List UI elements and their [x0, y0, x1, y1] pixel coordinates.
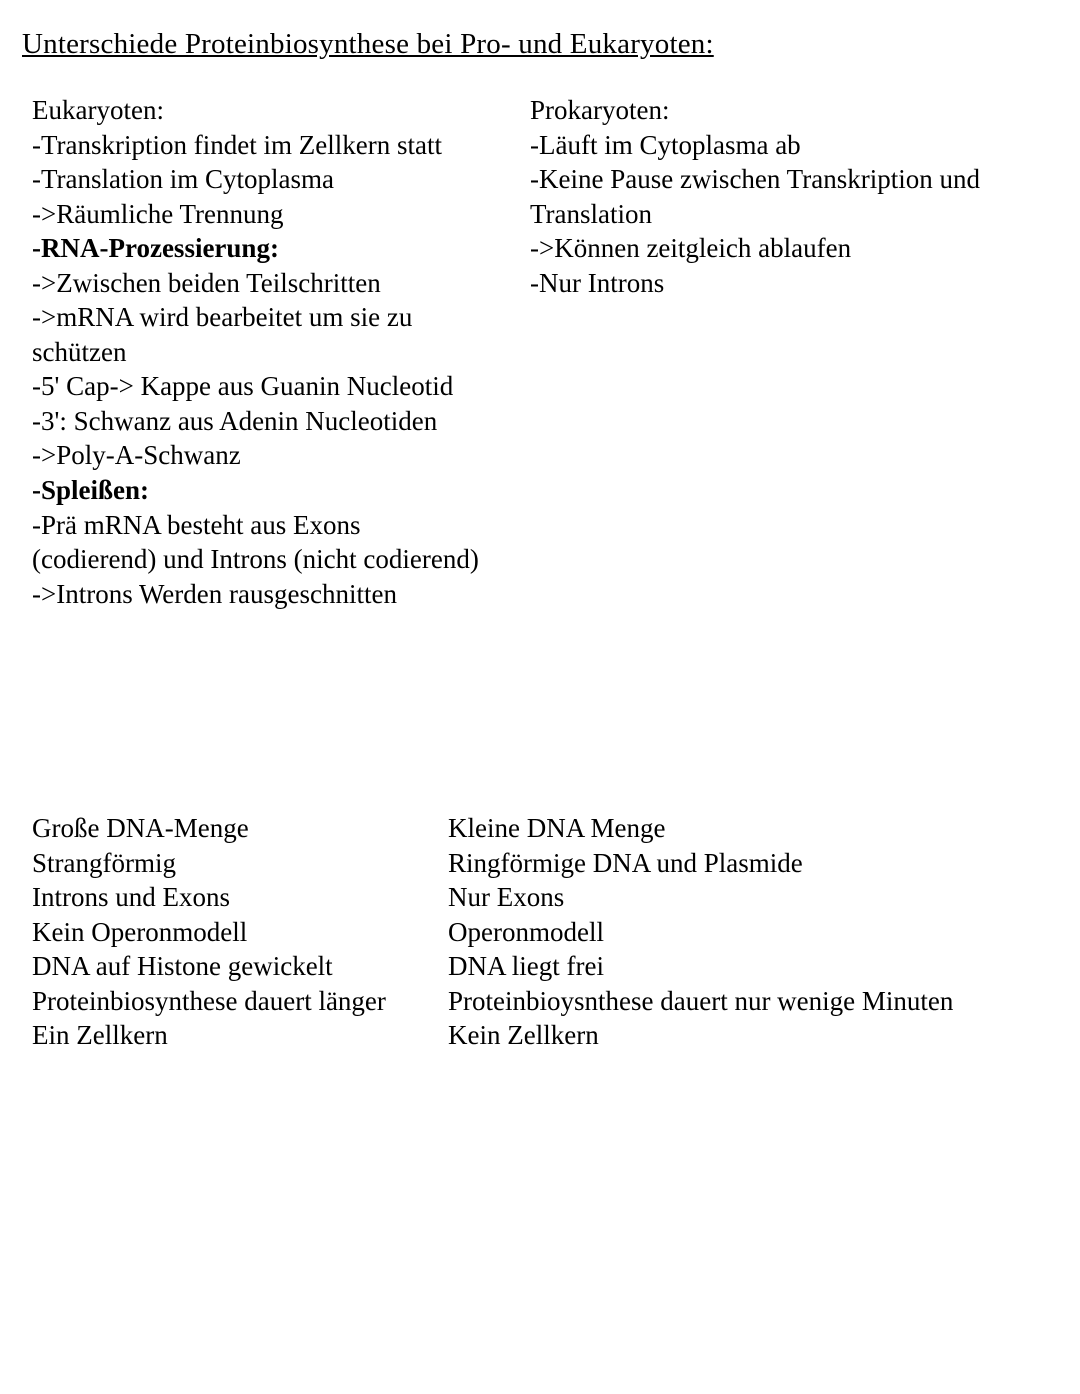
- prokaryoten-property-line: Kleine DNA Menge: [448, 811, 1048, 846]
- upper-section: Eukaryoten:-Transkription findet im Zell…: [22, 93, 1058, 611]
- eukaryoten-column: Eukaryoten:-Transkription findet im Zell…: [32, 93, 482, 611]
- eukaryoten-property-line: Introns und Exons: [32, 880, 412, 915]
- eukaryoten-line: -Prä mRNA besteht aus Exons (codierend) …: [32, 508, 482, 577]
- eukaryoten-line: ->Räumliche Trennung: [32, 197, 482, 232]
- page-title: Unterschiede Proteinbiosynthese bei Pro-…: [22, 28, 1058, 61]
- eukaryoten-line: -Spleißen:: [32, 473, 482, 508]
- eukaryoten-line: ->Poly-A-Schwanz: [32, 438, 482, 473]
- eukaryoten-line: -RNA-Prozessierung:: [32, 231, 482, 266]
- eukaryoten-property-line: Strangförmig: [32, 846, 412, 881]
- eukaryoten-line: Eukaryoten:: [32, 93, 482, 128]
- prokaryoten-property-line: Nur Exons: [448, 880, 1048, 915]
- prokaryoten-column: Prokaryoten:-Läuft im Cytoplasma ab-Kein…: [530, 93, 980, 611]
- eukaryoten-property-line: Große DNA-Menge: [32, 811, 412, 846]
- eukaryoten-line: -5' Cap-> Kappe aus Guanin Nucleotid: [32, 369, 482, 404]
- eukaryoten-line: -Translation im Cytoplasma: [32, 162, 482, 197]
- eukaryoten-property-line: Proteinbiosynthese dauert länger: [32, 984, 412, 1019]
- prokaryoten-properties-column: Kleine DNA MengeRingförmige DNA und Plas…: [448, 811, 1048, 1053]
- eukaryoten-line: ->Introns Werden rausgeschnitten: [32, 577, 482, 612]
- prokaryoten-property-line: DNA liegt frei: [448, 949, 1048, 984]
- prokaryoten-line: -Keine Pause zwischen Transkription und …: [530, 162, 980, 231]
- eukaryoten-line: ->Zwischen beiden Teilschritten: [32, 266, 482, 301]
- eukaryoten-line: -3': Schwanz aus Adenin Nucleotiden: [32, 404, 482, 439]
- eukaryoten-properties-column: Große DNA-MengeStrangförmigIntrons und E…: [32, 811, 412, 1053]
- eukaryoten-property-line: Ein Zellkern: [32, 1018, 412, 1053]
- prokaryoten-property-line: Kein Zellkern: [448, 1018, 1048, 1053]
- prokaryoten-property-line: Operonmodell: [448, 915, 1048, 950]
- prokaryoten-line: -Nur Introns: [530, 266, 980, 301]
- eukaryoten-property-line: Kein Operonmodell: [32, 915, 412, 950]
- prokaryoten-property-line: Ringförmige DNA und Plasmide: [448, 846, 1048, 881]
- prokaryoten-line: ->Können zeitgleich ablaufen: [530, 231, 980, 266]
- prokaryoten-line: -Läuft im Cytoplasma ab: [530, 128, 980, 163]
- eukaryoten-line: -Transkription findet im Zellkern statt: [32, 128, 482, 163]
- prokaryoten-line: Prokaryoten:: [530, 93, 980, 128]
- lower-section: Große DNA-MengeStrangförmigIntrons und E…: [22, 811, 1058, 1053]
- eukaryoten-line: ->mRNA wird bearbeitet um sie zu schütze…: [32, 300, 482, 369]
- eukaryoten-property-line: DNA auf Histone gewickelt: [32, 949, 412, 984]
- prokaryoten-property-line: Proteinbioysnthese dauert nur wenige Min…: [448, 984, 1048, 1019]
